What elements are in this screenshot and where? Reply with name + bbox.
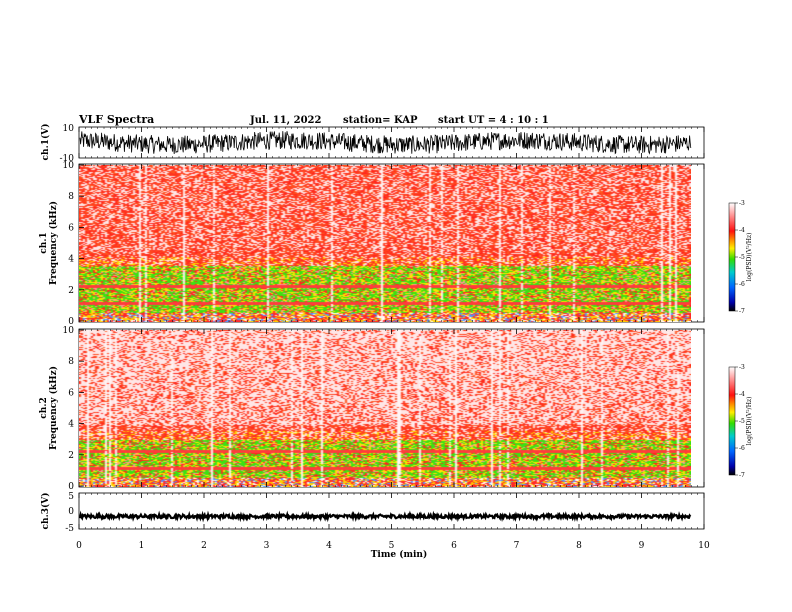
ch3-ytick-top: 5 <box>68 492 74 502</box>
ch1-spectrogram-ylabel-freq: Frequency (kHz) <box>48 201 59 285</box>
ch2-colorbar-label: log(PSD)(V²/Hz) <box>746 397 753 446</box>
ch2-cbtick--3: -3 <box>739 364 745 371</box>
ch3-waveform-frame <box>78 492 705 530</box>
x-tick-label-0: 0 <box>76 541 82 551</box>
x-tick-label-7: 7 <box>514 541 520 551</box>
x-tick-label-6: 6 <box>451 541 457 551</box>
ch2-colorbar-bar <box>728 366 736 476</box>
ch1-spec-ytick-6: 6 <box>68 223 74 233</box>
ch2-spectrogram-ylabel-freq: Frequency (kHz) <box>48 366 59 450</box>
ch2-spec-ytick-0: 0 <box>68 482 74 492</box>
ch2-colorbar: -3 -4 -5 -6 -7 log(PSD)(V²/Hz) <box>728 364 753 479</box>
ch1-spec-ytick-8: 8 <box>68 192 74 202</box>
ch2-spec-ytick-10: 10 <box>63 326 75 336</box>
x-tick-label-3: 3 <box>264 541 270 551</box>
ch2-cbtick--5: -5 <box>739 418 745 425</box>
x-tick-label-9: 9 <box>639 541 645 551</box>
ch3-ylabel: ch.3(V) <box>40 493 51 530</box>
ch1-waveform-panel: 10 -10 ch.1(V) <box>40 124 705 164</box>
ch3-ytick-bottom: -5 <box>65 524 74 534</box>
ch1-spectrogram-ylabel-ch: ch.1 <box>39 232 49 253</box>
ch1-ytick-bottom: -10 <box>60 154 75 164</box>
ch2-spectrogram-ylabel-ch: ch.2 <box>39 397 49 418</box>
x-tick-label-8: 8 <box>576 541 582 551</box>
x-tick-label-10: 10 <box>698 541 710 551</box>
ch1-colorbar-bar <box>728 202 736 312</box>
ch1-cbtick--6: -6 <box>739 281 745 288</box>
ch1-cbtick--7: -7 <box>739 308 745 315</box>
figure-title: VLF Spectra <box>78 113 154 126</box>
ch2-spec-ytick-8: 8 <box>68 357 74 367</box>
x-tick-label-1: 1 <box>139 541 145 551</box>
ch1-spec-ytick-10: 10 <box>63 161 75 171</box>
ch2-spectrogram-image <box>79 330 691 487</box>
ch2-spec-ytick-2: 2 <box>68 451 74 461</box>
ch3-ytick-mid: 0 <box>68 507 74 517</box>
ch2-cbtick--4: -4 <box>739 391 745 398</box>
x-axis-label: Time (min) <box>371 549 428 560</box>
ch1-colorbar: -3 -4 -5 -6 -7 log(PSD)(V²/Hz) <box>728 200 753 315</box>
ch1-ytick-top: 10 <box>63 124 75 134</box>
ch2-cbtick--7: -7 <box>739 472 745 479</box>
ch1-spectrogram-image <box>79 165 691 322</box>
x-axis: 0 1 2 3 4 5 6 7 8 9 10 <box>76 127 710 551</box>
start-time-label: start UT = 4 : 10 : 1 <box>438 115 549 126</box>
x-tick-label-2: 2 <box>201 541 207 551</box>
x-tick-label-4: 4 <box>326 541 332 551</box>
ch1-cbtick--4: -4 <box>739 227 745 234</box>
ch1-spec-ytick-2: 2 <box>68 286 74 296</box>
ch3-waveform-panel: 5 0 -5 ch.3(V) <box>40 492 705 534</box>
ch1-cbtick--5: -5 <box>739 254 745 261</box>
ch2-cbtick--6: -6 <box>739 445 745 452</box>
ch3-waveform-trace <box>78 510 692 523</box>
ch1-colorbar-label: log(PSD)(V²/Hz) <box>746 233 753 282</box>
x-tick-label-5: 5 <box>389 541 395 551</box>
ch1-cbtick--3: -3 <box>739 200 745 207</box>
station-label: station= KAP <box>343 115 418 126</box>
ch1-spec-ytick-0: 0 <box>68 317 74 327</box>
ch1-spectrogram-panel: 0 2 4 6 8 10 ch.1 Frequency (kHz) <box>39 161 705 327</box>
ch1-waveform-trace <box>79 131 692 155</box>
ch1-spec-ytick-4: 4 <box>68 255 74 265</box>
ch2-spectrogram-panel: 0 2 4 6 8 10 ch.2 Frequency (kHz) <box>39 326 705 492</box>
ch2-spec-ytick-6: 6 <box>68 388 74 398</box>
date-label: Jul. 11, 2022 <box>249 115 322 126</box>
ch2-spec-ytick-4: 4 <box>68 420 74 430</box>
ch1-ylabel: ch.1(V) <box>40 124 51 161</box>
